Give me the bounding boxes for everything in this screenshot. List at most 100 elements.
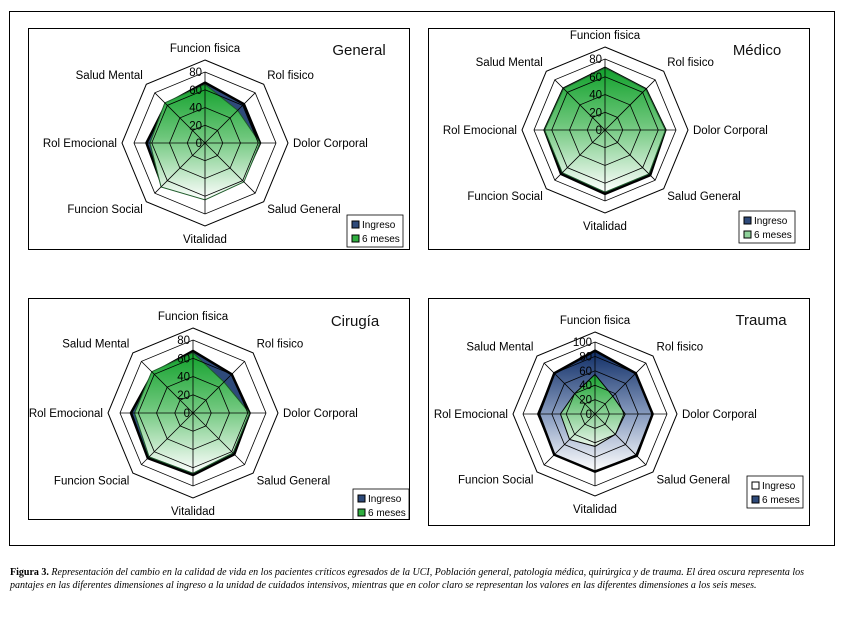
axis-label-salud-mental: Salud Mental <box>466 341 533 353</box>
figure-caption: Figura 3. Representación del cambio en l… <box>10 566 836 592</box>
legend: Ingreso 6 meses <box>746 475 804 509</box>
legend: Ingreso 6 meses <box>346 214 404 248</box>
axis-label-rol-fisico: Rol fisico <box>267 70 314 82</box>
legend-swatch-ingreso <box>351 220 360 229</box>
radar-spoke <box>154 92 206 144</box>
axis-label-rol-fisico: Rol fisico <box>257 338 304 350</box>
figure-frame <box>9 11 835 546</box>
legend: Ingreso 6 meses <box>738 210 796 244</box>
radar-chart-general: General 0 20 40 60 80 Funcion fisica Rol fisico… <box>43 42 404 248</box>
legend-swatch-ingreso <box>357 494 366 503</box>
legend-swatch-6-meses <box>743 230 752 239</box>
axis-label-salud-general: Salud General <box>257 476 331 488</box>
radar-outer-frame <box>512 331 678 497</box>
radar-outer-frame <box>121 59 289 227</box>
legend-label-6-meses: 6 meses <box>754 230 792 241</box>
axis-label-rol-emocional: Rol Emocional <box>443 125 517 137</box>
radar-spoke <box>543 413 596 466</box>
legend-label-6-meses: 6 meses <box>362 234 400 245</box>
axis-label-funcion-social: Funcion Social <box>458 475 533 487</box>
axis-label-vitalidad: Vitalidad <box>583 221 627 233</box>
radar-spoke <box>204 92 256 144</box>
legend-swatch-ingreso <box>743 216 752 225</box>
axis-label-rol-fisico: Rol fisico <box>667 57 714 69</box>
radial-tick-label: 80 <box>579 351 592 363</box>
legend-swatch-ingreso <box>751 481 760 490</box>
radial-tick-label: 0 <box>184 408 190 420</box>
axis-label-rol-emocional: Rol Emocional <box>434 409 508 421</box>
legend-label-ingreso: Ingreso <box>754 216 788 227</box>
axis-label-dolor-corporal: Dolor Corporal <box>682 409 757 421</box>
axis-label-salud-general: Salud General <box>667 191 741 203</box>
radar-panel-general: General 0 20 40 60 80 Funcion fisica Rol fisico… <box>28 28 410 250</box>
radar-spoke <box>141 412 194 465</box>
axis-label-funcion-social: Funcion Social <box>67 204 142 216</box>
radar-spoke <box>192 412 245 465</box>
legend-swatch-6-meses <box>357 508 366 517</box>
legend-label-ingreso: Ingreso <box>362 220 396 231</box>
caption-text: Representación del cambio en la calidad … <box>10 567 805 591</box>
axis-label-dolor-corporal: Dolor Corporal <box>293 138 368 150</box>
radar-outer-frame <box>107 327 279 499</box>
radar-spoke <box>594 362 647 415</box>
radar-spoke <box>192 361 245 414</box>
radial-tick-label: 80 <box>189 67 202 79</box>
axis-label-dolor-corporal: Dolor Corporal <box>693 125 768 137</box>
axis-label-vitalidad: Vitalidad <box>183 234 227 246</box>
radar-spoke <box>204 142 256 194</box>
radial-tick-label: 20 <box>177 390 190 402</box>
radial-tick-label: 60 <box>177 353 190 365</box>
axis-label-funcion-fisica: Funcion fisica <box>158 311 229 323</box>
radial-tick-label: 0 <box>196 138 202 150</box>
chart-title-trauma: Trauma <box>735 312 787 329</box>
radial-tick-label: 40 <box>579 380 592 392</box>
axis-label-rol-emocional: Rol Emocional <box>43 138 117 150</box>
axis-label-salud-general: Salud General <box>657 475 731 487</box>
radial-tick-label: 80 <box>177 335 190 347</box>
axis-label-funcion-fisica: Funcion fisica <box>560 315 631 327</box>
radial-tick-label: 40 <box>177 372 190 384</box>
legend-label-ingreso: Ingreso <box>762 481 796 492</box>
caption-label: Figura 3. <box>10 567 49 578</box>
radial-tick-label: 20 <box>189 120 202 132</box>
radar-spoke <box>554 129 606 181</box>
radial-tick-label: 0 <box>596 125 602 137</box>
axis-label-dolor-corporal: Dolor Corporal <box>283 408 358 420</box>
radial-tick-label: 40 <box>589 90 602 102</box>
axis-label-funcion-fisica: Funcion fisica <box>170 43 241 55</box>
radar-panel-trauma: Trauma 0 20 40 60 80 100 Funcion fisica Rol fisi… <box>428 298 810 526</box>
radial-tick-label: 20 <box>589 107 602 119</box>
radar-chart-cirugia: Cirugía 0 20 40 60 80 Funcion fisica Rol fisico… <box>29 311 409 519</box>
chart-title-medico: Médico <box>733 42 781 59</box>
axis-label-rol-emocional: Rol Emocional <box>29 408 103 420</box>
axis-label-vitalidad: Vitalidad <box>573 504 617 516</box>
axis-label-rol-fisico: Rol fisico <box>657 341 704 353</box>
radar-panel-cirugia: Cirugía 0 20 40 60 80 Funcion fisica Rol fisico… <box>28 298 410 520</box>
radial-tick-label: 20 <box>579 395 592 407</box>
radar-chart-medico: Médico 0 20 40 60 80 Funcion fisica Rol fisico D… <box>443 30 796 244</box>
legend-label-6-meses: 6 meses <box>762 495 800 506</box>
radar-panel-medico: Médico 0 20 40 60 80 Funcion fisica Rol fisico D… <box>428 28 810 250</box>
radar-spoke <box>543 362 596 415</box>
legend-swatch-6-meses <box>751 495 760 504</box>
radar-outer-frame <box>521 46 689 214</box>
chart-title-general: General <box>332 42 385 59</box>
legend-label-ingreso: Ingreso <box>368 494 402 505</box>
axis-label-salud-mental: Salud Mental <box>476 57 543 69</box>
radar-spoke <box>604 79 656 131</box>
radar-spoke <box>154 142 206 194</box>
radial-tick-label: 60 <box>189 85 202 97</box>
axis-label-funcion-social: Funcion Social <box>54 476 129 488</box>
radial-tick-label: 100 <box>573 337 592 349</box>
axis-label-funcion-social: Funcion Social <box>467 191 542 203</box>
radial-tick-label: 60 <box>589 72 602 84</box>
axis-label-salud-mental: Salud Mental <box>76 70 143 82</box>
legend: Ingreso 6 meses <box>352 488 409 519</box>
legend-swatch-6-meses <box>351 234 360 243</box>
radial-tick-label: 60 <box>579 366 592 378</box>
legend-label-6-meses: 6 meses <box>368 508 406 519</box>
axis-label-funcion-fisica: Funcion fisica <box>570 30 641 42</box>
radar-spoke <box>141 361 194 414</box>
radial-tick-label: 80 <box>589 54 602 66</box>
radial-tick-label: 40 <box>189 103 202 115</box>
